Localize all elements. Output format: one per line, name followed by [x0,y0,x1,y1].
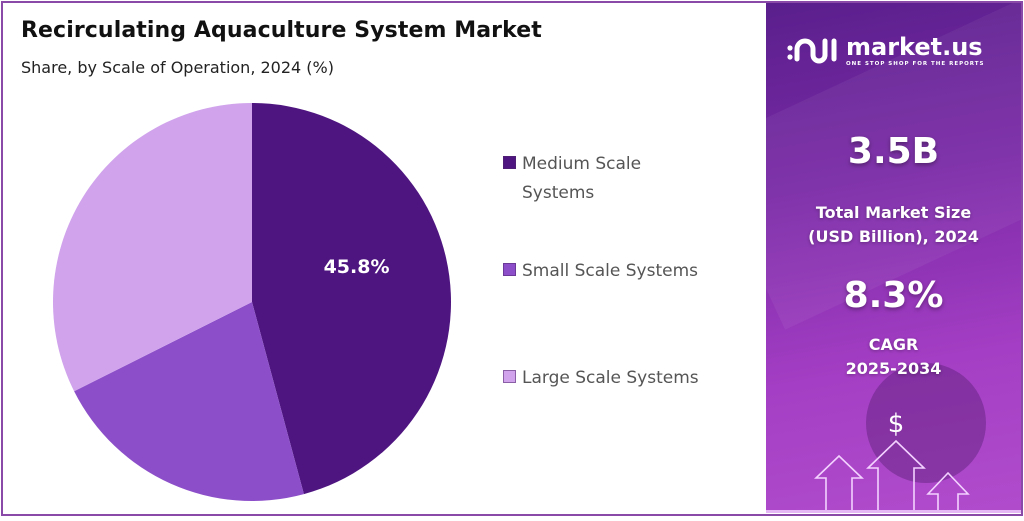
legend-swatch-small [503,263,516,276]
arrow-up-center-icon [866,439,926,510]
legend-label: Small Scale Systems [522,261,699,281]
brand-name: market.us [846,33,983,61]
slice-label-medium: 45.8% [324,256,390,278]
legend-swatch-medium [503,156,516,169]
chart-title: Recirculating Aquaculture System Market [21,18,542,43]
pie-slice-medium-scale [252,103,451,495]
pie-slices [52,103,451,501]
arrow-up-right-icon [926,471,970,510]
legend-item-medium-scale: Medium Scale Systems [503,150,682,208]
legend-item-large-scale: Large Scale Systems [503,364,732,393]
cagr-label-line2: 2025-2034 [845,359,942,378]
panel-background-circle [866,363,986,483]
legend-label: Medium Scale Systems [522,154,642,203]
pie-slice-small-scale [74,302,304,501]
legend-item-small-scale: Small Scale Systems [503,257,732,286]
pie-slice-large-scale [52,103,253,392]
legend-label: Large Scale Systems [522,368,699,388]
market-size-label-line1: Total Market Size [815,203,972,222]
chart-subtitle: Share, by Scale of Operation, 2024 (%) [21,58,334,77]
brand-logo: market.us ONE STOP SHOP FOR THE REPORTS [786,33,984,69]
pie-chart: 45.8% [52,103,451,501]
brand-tagline: ONE STOP SHOP FOR THE REPORTS [846,61,985,67]
legend-swatch-large [503,370,516,383]
cagr-value: 8.3% [843,275,944,316]
dollar-sign-icon: $ [888,409,905,439]
market-size-label-line2: (USD Billion), 2024 [808,227,979,246]
growth-arrows-icon: $ [814,409,970,510]
cagr-label-line1: CAGR [868,335,919,354]
market-us-logo-icon [787,38,837,64]
stats-panel: market.us ONE STOP SHOP FOR THE REPORTS … [766,3,1021,513]
arrow-up-left-icon [814,454,864,510]
market-size-value: 3.5B [847,131,940,172]
